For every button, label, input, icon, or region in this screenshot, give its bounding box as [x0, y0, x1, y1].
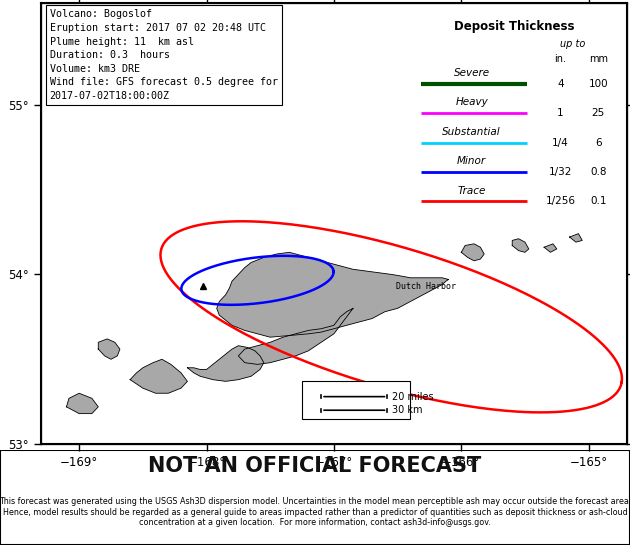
FancyBboxPatch shape	[302, 382, 410, 419]
Polygon shape	[544, 244, 557, 252]
Text: 0.8: 0.8	[590, 167, 607, 177]
Text: 0.1: 0.1	[590, 196, 607, 207]
Polygon shape	[461, 244, 484, 261]
Text: in.: in.	[554, 54, 566, 64]
Text: Substantial: Substantial	[442, 126, 501, 137]
Text: up to: up to	[560, 39, 586, 49]
Text: 4: 4	[557, 78, 564, 89]
Text: 30 km: 30 km	[392, 405, 423, 415]
Text: Dutch Harbor: Dutch Harbor	[396, 282, 456, 292]
Polygon shape	[217, 252, 449, 337]
Text: USGS: USGS	[536, 392, 591, 411]
Text: NOT AN OFFICIAL FORECAST: NOT AN OFFICIAL FORECAST	[149, 456, 481, 476]
Text: science for a changing world: science for a changing world	[495, 423, 595, 430]
Text: Deposit Thickness: Deposit Thickness	[454, 20, 574, 33]
Text: Heavy: Heavy	[455, 98, 488, 107]
Polygon shape	[187, 346, 264, 382]
Text: 1: 1	[557, 108, 564, 118]
Polygon shape	[238, 308, 353, 365]
Polygon shape	[66, 393, 98, 414]
Text: This forecast was generated using the USGS Ash3D dispersion model. Uncertainties: This forecast was generated using the US…	[0, 497, 630, 527]
Text: Minor: Minor	[457, 156, 486, 166]
Text: 25: 25	[592, 108, 605, 118]
Polygon shape	[570, 234, 582, 242]
Text: Severe: Severe	[454, 68, 490, 78]
Text: 6: 6	[595, 137, 602, 148]
Text: 100: 100	[588, 78, 608, 89]
Text: mm: mm	[589, 54, 608, 64]
Text: 1/32: 1/32	[549, 167, 572, 177]
Polygon shape	[512, 239, 529, 252]
Text: 20 miles: 20 miles	[392, 392, 434, 402]
Text: 1/4: 1/4	[552, 137, 569, 148]
Text: Volcano: Bogoslof
Eruption start: 2017 07 02 20:48 UTC
Plume height: 11  km asl
: Volcano: Bogoslof Eruption start: 2017 0…	[50, 9, 278, 101]
Text: 1/256: 1/256	[546, 196, 575, 207]
Text: Trace: Trace	[457, 185, 486, 196]
Polygon shape	[98, 339, 120, 359]
Polygon shape	[130, 359, 187, 393]
